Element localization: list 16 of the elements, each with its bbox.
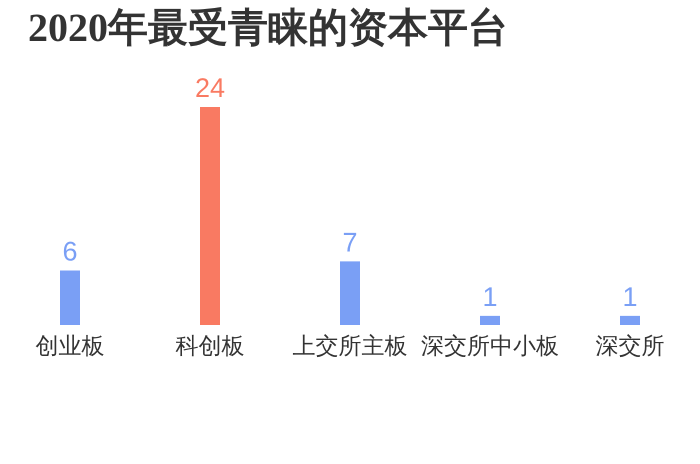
bar	[200, 107, 220, 325]
bar	[340, 261, 360, 325]
x-tick-label: 深交所	[596, 332, 664, 358]
x-tick-label: 上交所主板	[292, 332, 408, 358]
bar	[620, 316, 640, 325]
data-label: 6	[62, 236, 78, 266]
data-label: 1	[482, 282, 498, 312]
x-tick-label: 深交所中小板	[421, 332, 559, 358]
bar	[60, 270, 80, 325]
chart-title: 2020年最受青睐的资本平台	[28, 5, 508, 50]
x-tick-label: 科创板	[176, 332, 244, 358]
data-label: 7	[342, 227, 358, 258]
bar	[480, 316, 500, 325]
data-label: 1	[622, 282, 638, 312]
data-label: 24	[194, 73, 226, 103]
x-tick-label: 创业板	[36, 332, 104, 358]
